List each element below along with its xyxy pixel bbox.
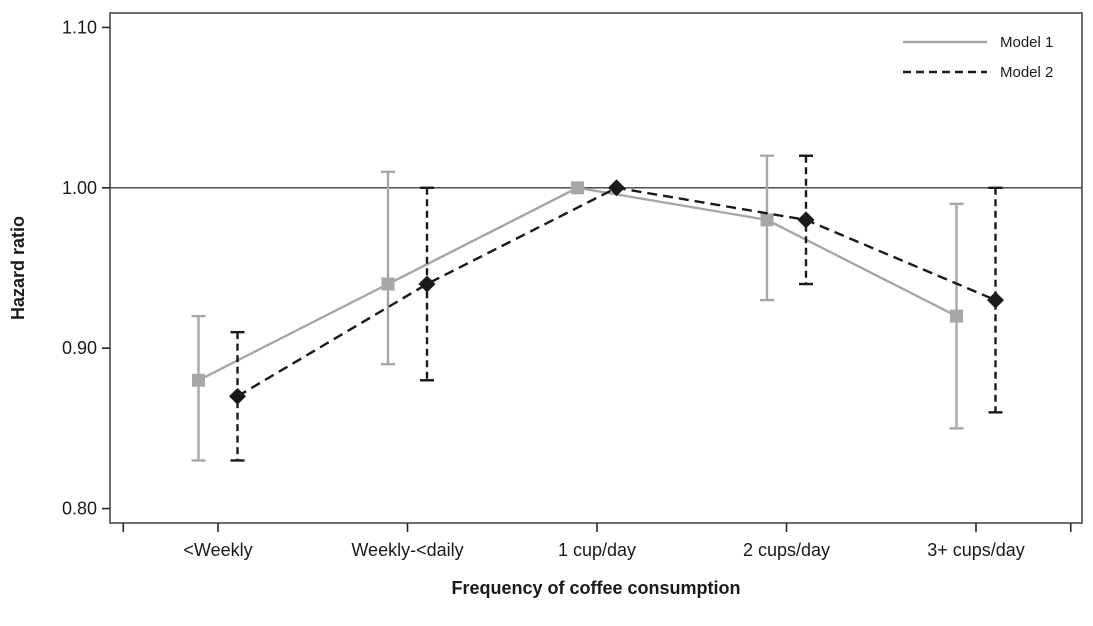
x-axis-title: Frequency of coffee consumption [451,578,740,598]
error-bar [988,186,1003,414]
y-axis-title: Hazard ratio [8,216,28,320]
legend: Model 1 Model 2 [903,34,1053,81]
x-axis-tick-label: 2 cups/day [743,540,830,560]
y-axis-tick-label: 0.80 [62,499,97,519]
error-bar [381,170,395,366]
diamond-marker [418,275,436,293]
diamond-marker [229,387,246,405]
legend-item: Model 1 [903,34,1053,51]
y-axis-tick-label: 1.10 [62,17,97,37]
legend-label: Model 2 [1000,64,1053,81]
x-axis-tick-label: <Weekly [183,540,252,560]
diamond-marker [797,211,815,229]
square-marker [192,373,205,387]
plot-border [109,12,1083,524]
error-bar [191,314,206,462]
y-axis-tick-label: 1.00 [62,178,97,198]
series-model-1 [191,154,964,462]
series-line [236,186,996,398]
x-axis-tick-label: Weekly-<daily [351,540,463,560]
square-marker [381,277,395,291]
square-marker [571,181,584,195]
y-axis-tick-label: 0.90 [62,338,97,358]
diamond-marker [987,291,1004,309]
square-marker [760,213,774,227]
plot-area: 1.10 1.00 0.90 0.80 <Weekly Weekly-<daily 1 cu… [62,12,1083,560]
legend-item: Model 2 [903,64,1053,81]
x-axis-tick-label: 1 cup/day [558,540,636,560]
x-axis-tick-label: 3+ cups/day [927,540,1025,560]
square-marker [950,309,963,323]
diamond-marker [608,179,625,197]
error-bar [760,154,774,302]
series-model-2 [229,154,1004,462]
legend-label: Model 1 [1000,34,1053,51]
